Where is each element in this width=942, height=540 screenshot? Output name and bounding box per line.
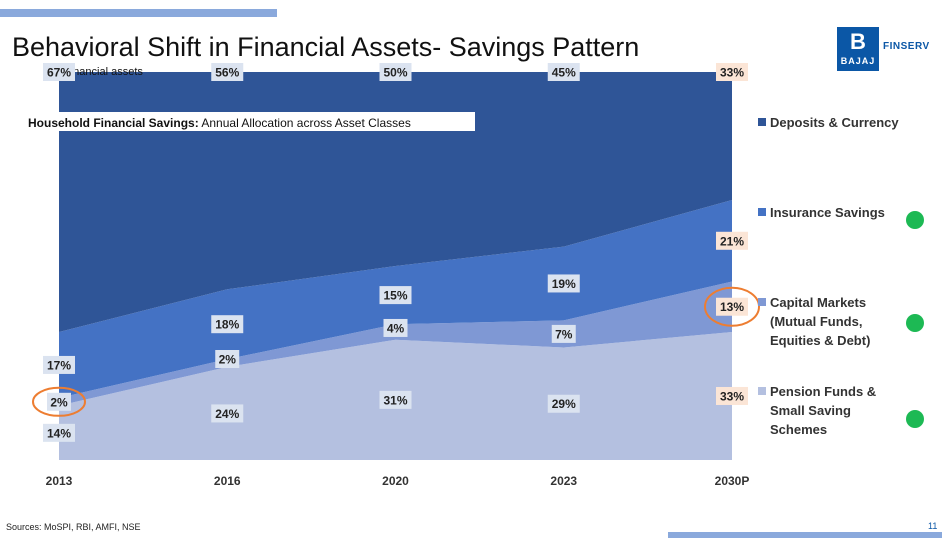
data-label: 24%	[215, 407, 239, 421]
data-label-bg	[716, 386, 748, 405]
data-label-bg	[43, 63, 75, 81]
chart-title-bold: Household Financial Savings:	[28, 116, 199, 130]
highlight-ring	[32, 386, 86, 417]
data-label-bg	[379, 286, 412, 305]
data-label-bg	[47, 392, 71, 411]
data-label: 7%	[555, 327, 573, 341]
legend-label: (Mutual Funds,	[770, 314, 862, 329]
sources-note: Sources: MoSPI, RBI, AMFI, NSE	[6, 522, 141, 532]
logo-letter: B	[850, 29, 866, 54]
data-label: 17%	[47, 358, 71, 372]
page-title: Behavioral Shift in Financial Assets- Sa…	[12, 32, 640, 62]
legend-label: Insurance Savings	[770, 205, 885, 220]
area-capital-markets-mutual-funds-equities-debt	[59, 281, 732, 406]
highlight-ring	[704, 286, 760, 327]
legend-swatch-capital-markets-mutual-funds-equities-debt	[758, 298, 766, 306]
legend-swatch-deposits-currency	[758, 118, 766, 126]
status-dot-icon	[906, 314, 924, 332]
status-dot-icon	[906, 410, 924, 428]
data-label-bg	[211, 404, 244, 423]
x-tick-label: 2016	[214, 474, 241, 488]
data-label-bg	[43, 355, 75, 374]
legend-label: Equities & Debt)	[770, 333, 870, 348]
x-tick-label: 2013	[46, 474, 73, 488]
data-label: 56%	[215, 66, 239, 80]
data-label: 67%	[47, 66, 71, 80]
legend-label: Capital Markets	[770, 295, 866, 310]
legend-label: Schemes	[770, 422, 827, 437]
page-number: 11	[928, 521, 938, 531]
data-label: 50%	[383, 66, 407, 80]
legend-swatch-pension-funds-small-saving-schemes	[758, 387, 766, 395]
data-label: 31%	[383, 393, 407, 407]
chart-title-rest: Annual Allocation across Asset Classes	[199, 116, 411, 130]
data-label: 33%	[720, 389, 744, 403]
data-label: 19%	[552, 277, 576, 291]
data-label-bg	[379, 390, 412, 409]
legend-label: Deposits & Currency	[770, 115, 899, 130]
logo-brand: BAJAJ	[840, 56, 876, 66]
data-label: 2%	[50, 395, 68, 409]
data-label: 21%	[720, 234, 744, 248]
data-label-bg	[551, 324, 576, 343]
data-label-bg	[383, 318, 408, 337]
chart-caption: Financial assets	[64, 66, 143, 78]
legend-label: Pension Funds &	[770, 384, 876, 399]
data-label: 15%	[383, 289, 407, 303]
top-accent-bar	[0, 9, 277, 17]
chart-title: Household Financial Savings: Annual Allo…	[28, 116, 411, 130]
chart-title-box	[24, 112, 475, 131]
data-label-bg	[211, 63, 244, 81]
legend-label: Small Saving	[770, 403, 851, 418]
data-label-bg	[716, 63, 748, 81]
bajaj-finserv-logo: B BAJAJ FINSERV	[837, 27, 935, 71]
data-label: 18%	[215, 318, 239, 332]
data-label-bg	[547, 63, 580, 81]
data-label-bg	[379, 63, 412, 81]
data-label-bg	[716, 297, 748, 316]
x-tick-label: 2030P	[715, 474, 750, 488]
data-label-bg	[43, 423, 75, 442]
data-label: 2%	[219, 353, 237, 367]
x-tick-label: 2020	[382, 474, 409, 488]
data-label-bg	[211, 315, 244, 334]
status-dot-icon	[906, 211, 924, 229]
data-label: 33%	[720, 66, 744, 80]
area-deposits-currency	[59, 72, 732, 332]
logo-mark: B BAJAJ	[837, 27, 879, 71]
legend-swatch-insurance-savings	[758, 208, 766, 216]
data-label: 14%	[47, 426, 71, 440]
x-tick-label: 2023	[550, 474, 577, 488]
data-label: 45%	[552, 66, 576, 80]
data-label-bg	[547, 394, 580, 413]
data-label: 4%	[387, 321, 405, 335]
logo-name: FINSERV	[883, 41, 930, 52]
data-label-bg	[547, 274, 580, 293]
bottom-accent-bar	[668, 532, 942, 538]
data-label-bg	[215, 350, 240, 368]
data-label: 13%	[720, 300, 744, 314]
data-label-bg	[716, 231, 748, 250]
data-label: 29%	[552, 397, 576, 411]
